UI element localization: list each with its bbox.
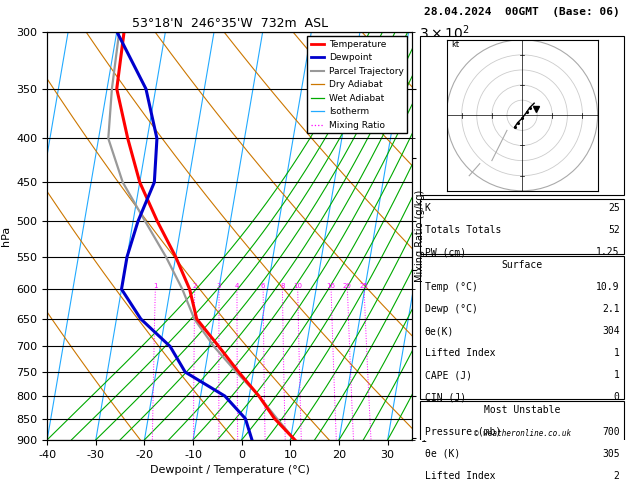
Text: θe(K): θe(K) bbox=[425, 326, 454, 336]
Text: 6: 6 bbox=[261, 283, 265, 289]
Text: LCL: LCL bbox=[419, 392, 435, 400]
Bar bbox=[420, 256, 624, 399]
Text: Totals Totals: Totals Totals bbox=[425, 225, 501, 235]
Text: θe (K): θe (K) bbox=[425, 449, 460, 459]
Text: 20: 20 bbox=[343, 283, 352, 289]
Text: 10: 10 bbox=[293, 283, 302, 289]
Text: 2: 2 bbox=[614, 471, 620, 481]
Text: Surface: Surface bbox=[501, 260, 543, 270]
Text: 304: 304 bbox=[602, 326, 620, 336]
Text: Lifted Index: Lifted Index bbox=[425, 471, 495, 481]
Text: 4: 4 bbox=[235, 283, 239, 289]
Text: 1: 1 bbox=[153, 283, 157, 289]
Title: 53°18'N  246°35'W  732m  ASL: 53°18'N 246°35'W 732m ASL bbox=[131, 17, 328, 31]
Text: 1: 1 bbox=[614, 348, 620, 358]
Text: 28.04.2024  00GMT  (Base: 06): 28.04.2024 00GMT (Base: 06) bbox=[424, 7, 620, 17]
Bar bbox=[420, 401, 624, 486]
Text: 0: 0 bbox=[614, 392, 620, 402]
Text: PW (cm): PW (cm) bbox=[425, 247, 465, 257]
Text: Dewp (°C): Dewp (°C) bbox=[425, 304, 477, 314]
Text: CAPE (J): CAPE (J) bbox=[425, 370, 472, 380]
Text: Temp (°C): Temp (°C) bbox=[425, 282, 477, 292]
Text: Most Unstable: Most Unstable bbox=[484, 405, 560, 415]
Y-axis label: hPa: hPa bbox=[1, 226, 11, 246]
Text: Mixing Ratio (g/kg): Mixing Ratio (g/kg) bbox=[415, 190, 425, 282]
Text: 10.9: 10.9 bbox=[596, 282, 620, 292]
Text: 52: 52 bbox=[608, 225, 620, 235]
Text: © weatheronline.co.uk: © weatheronline.co.uk bbox=[474, 429, 571, 438]
Text: 305: 305 bbox=[602, 449, 620, 459]
Text: 700: 700 bbox=[602, 427, 620, 437]
Text: 25: 25 bbox=[608, 203, 620, 213]
Text: 16: 16 bbox=[326, 283, 336, 289]
Text: 1.25: 1.25 bbox=[596, 247, 620, 257]
X-axis label: Dewpoint / Temperature (°C): Dewpoint / Temperature (°C) bbox=[150, 465, 309, 475]
Text: 25: 25 bbox=[360, 283, 369, 289]
Bar bbox=[420, 199, 624, 254]
Text: CIN (J): CIN (J) bbox=[425, 392, 465, 402]
Text: 2.1: 2.1 bbox=[602, 304, 620, 314]
Text: Pressure (mb): Pressure (mb) bbox=[425, 427, 501, 437]
Text: Lifted Index: Lifted Index bbox=[425, 348, 495, 358]
Text: K: K bbox=[425, 203, 430, 213]
Text: 8: 8 bbox=[280, 283, 285, 289]
Y-axis label: km
ASL: km ASL bbox=[478, 236, 496, 257]
Legend: Temperature, Dewpoint, Parcel Trajectory, Dry Adiabat, Wet Adiabat, Isotherm, Mi: Temperature, Dewpoint, Parcel Trajectory… bbox=[308, 36, 408, 134]
Text: 1: 1 bbox=[614, 370, 620, 380]
Text: 3: 3 bbox=[217, 283, 221, 289]
Bar bbox=[420, 35, 624, 195]
Text: 2: 2 bbox=[192, 283, 197, 289]
